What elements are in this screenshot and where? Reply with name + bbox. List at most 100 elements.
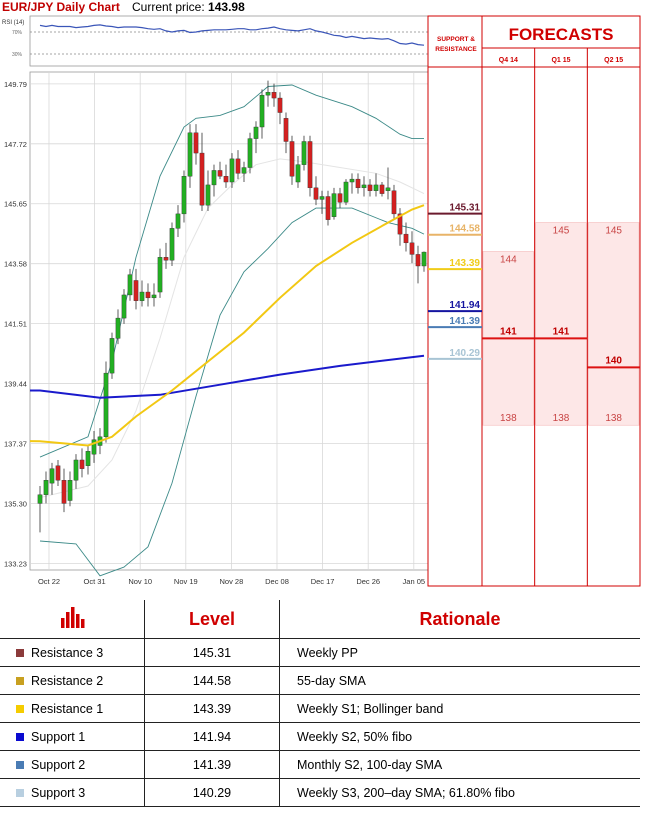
candle-body (301, 141, 307, 165)
y-tick-label: 139.44 (4, 380, 27, 389)
level-rationale: Monthly S2, 100-day SMA (279, 750, 640, 779)
level-name: Support 1 (0, 722, 145, 751)
candle-body (409, 242, 415, 255)
forecast-value: 138 (553, 413, 570, 424)
forecast-range (535, 222, 587, 426)
forecast-value: 144 (500, 255, 517, 266)
color-swatch (16, 760, 24, 769)
forecast-range (588, 222, 640, 426)
x-tick-label: Nov 10 (128, 577, 152, 586)
level-name: Support 3 (0, 778, 145, 807)
candle-body (229, 158, 235, 183)
candle-body (253, 126, 259, 139)
candle-body (151, 294, 157, 299)
color-swatch (16, 648, 24, 657)
level-value: 141.94 (144, 722, 280, 751)
y-tick-label: 147.72 (4, 140, 27, 149)
x-tick-label: Oct 22 (38, 577, 60, 586)
plot-area (29, 71, 429, 571)
candle-body (415, 254, 421, 267)
table-row: Support 3 140.29 Weekly S3, 200–day SMA; 6… (0, 778, 640, 807)
level-label: 141.94 (449, 300, 480, 311)
candle-body (337, 193, 343, 203)
candle-body (109, 338, 115, 374)
candle-body (313, 187, 319, 200)
y-tick-label: 133.23 (4, 559, 27, 568)
sma55-line (29, 204, 425, 447)
sma200-line (29, 354, 425, 399)
candle-body (49, 468, 55, 484)
color-swatch (16, 732, 24, 741)
candle-body (343, 181, 349, 203)
candle-body (181, 176, 187, 215)
price-chart: RSI (14) 70% 30% 149.79 147.72 145.65 143.58 14… (2, 15, 641, 587)
table-row: Resistance 1 143.39 Weekly S1; Bollinger b… (0, 694, 640, 723)
candle-body (187, 132, 193, 177)
x-tick-label: Jan 05 (403, 577, 426, 586)
candle-body (115, 317, 121, 339)
candle-body (373, 184, 379, 191)
rsi-tick-70: 70% (12, 30, 23, 36)
level-label: 141.39 (449, 316, 480, 327)
chart-title: EUR/JPY Daily Chart (2, 0, 120, 14)
levels-table: Level Rationale Resistance 3 145.31 Weekly… (0, 600, 640, 807)
current-price: Current price: 143.98 (132, 0, 245, 14)
candle-body (67, 480, 73, 501)
forecast-column-header: Q4 14 (499, 57, 518, 64)
levels-table-header: Level Rationale (0, 600, 640, 639)
candle-body (175, 213, 181, 229)
y-tick-label: 145.65 (4, 200, 27, 209)
candle-body (379, 184, 385, 194)
sr-label-1: SUPPORT & (437, 36, 475, 43)
level-name: Support 2 (0, 750, 145, 779)
rsi-line (39, 24, 425, 46)
rsi-label: RSI (14) (2, 20, 24, 26)
level-value: 141.39 (144, 750, 280, 779)
forecast-value: 140 (605, 355, 622, 366)
candle-body (265, 92, 271, 96)
candle-body (385, 187, 391, 191)
header-level: Level (144, 600, 280, 639)
candle-body (61, 480, 67, 504)
candle-body (361, 184, 367, 189)
forecast-panel (481, 15, 641, 587)
candle-body (283, 118, 289, 142)
candle-body (247, 138, 253, 168)
forecast-value: 141 (500, 326, 517, 337)
candle-body (139, 291, 145, 301)
candle-body (91, 439, 97, 455)
candle-body (133, 280, 139, 301)
forecast-value: 141 (553, 326, 570, 337)
candle-body (223, 176, 229, 183)
forecast-value: 138 (500, 413, 517, 424)
color-swatch (16, 676, 24, 685)
y-tick-label: 141.51 (4, 320, 27, 329)
rsi-tick-30: 30% (12, 52, 23, 58)
candle-body (277, 97, 283, 113)
candle-body (205, 184, 211, 206)
candle-body (199, 152, 205, 206)
candle-body (397, 213, 403, 235)
candle-body (127, 274, 133, 296)
candle-body (367, 184, 373, 191)
color-swatch (16, 788, 24, 797)
y-tick-label: 135.30 (4, 499, 27, 508)
candle-body (349, 178, 355, 183)
bollinger-lower (39, 207, 425, 577)
bar-chart-icon (0, 600, 145, 639)
level-value: 145.31 (144, 638, 280, 667)
candle-body (259, 94, 265, 128)
forecast-value: 145 (553, 226, 570, 237)
candle-body (169, 228, 175, 261)
level-rationale: Weekly S2, 50% fibo (279, 722, 640, 751)
level-label: 144.58 (449, 224, 480, 235)
forecast-title: FORECASTS (509, 25, 614, 44)
header-rationale: Rationale (279, 600, 640, 639)
level-name: Resistance 1 (0, 694, 145, 723)
candle-body (271, 92, 277, 99)
candle-body (103, 372, 109, 438)
candle-body (325, 196, 331, 220)
candle-body (211, 170, 217, 186)
candle-body (157, 257, 163, 293)
candle-body (121, 294, 127, 319)
